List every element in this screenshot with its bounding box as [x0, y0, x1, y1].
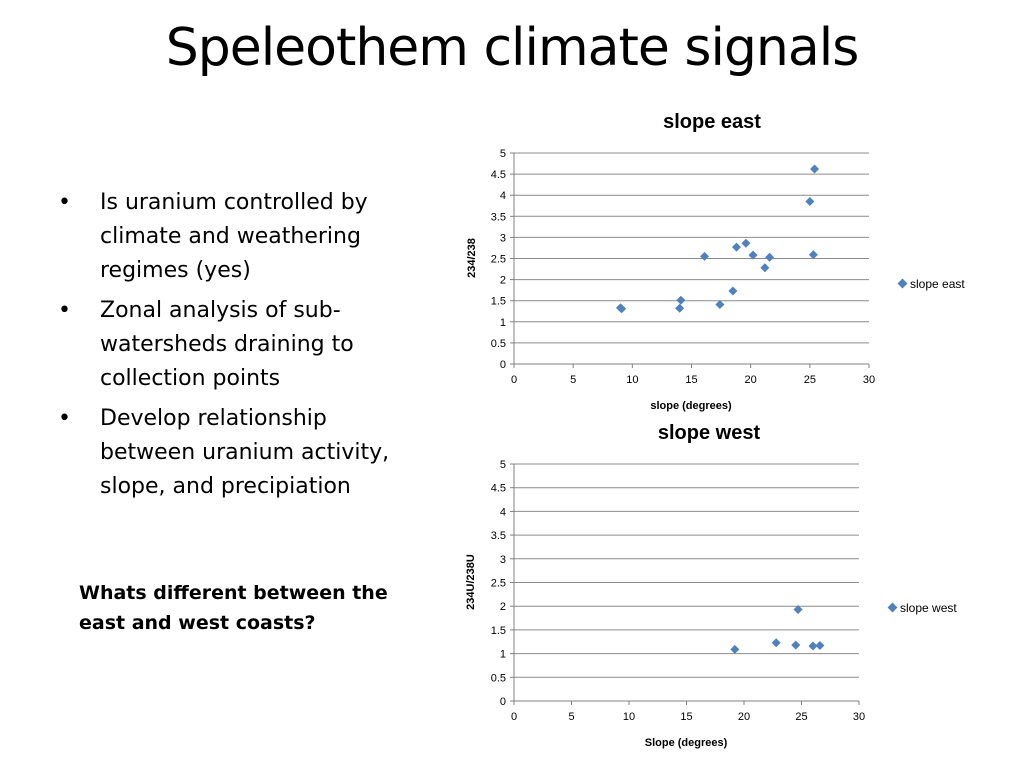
y-tick-label: 1 — [500, 317, 506, 329]
y-tick-label: 3 — [500, 232, 506, 244]
x-tick-label: 0 — [511, 711, 517, 723]
slide-title: Speleothem climate signals — [165, 18, 860, 78]
x-tick-label: 5 — [568, 711, 574, 723]
legend-label: slope east — [910, 277, 965, 291]
y-tick-label: 0.5 — [491, 338, 506, 350]
data-point — [731, 242, 741, 252]
data-point — [808, 641, 818, 651]
x-tick-label: 10 — [626, 374, 638, 386]
y-tick-label: 1.5 — [491, 296, 506, 308]
chart-title: slope east — [663, 111, 761, 133]
y-tick-label: 0 — [500, 359, 506, 371]
x-tick-label: 15 — [680, 711, 692, 723]
data-point — [805, 197, 815, 207]
data-point — [808, 250, 818, 260]
data-point — [728, 286, 738, 296]
y-tick-label: 3.5 — [491, 211, 506, 223]
y-tick-label: 5 — [500, 148, 506, 160]
chart-title: slope west — [658, 422, 761, 444]
y-tick-label: 2 — [500, 275, 506, 287]
data-point — [700, 251, 710, 261]
bullet-item: Develop relationship between uranium act… — [58, 402, 418, 504]
y-tick-label: 1.5 — [491, 625, 506, 637]
y-tick-label: 4.5 — [491, 169, 506, 181]
x-tick-label: 20 — [738, 711, 750, 723]
y-tick-label: 2.5 — [491, 254, 506, 266]
x-tick-label: 25 — [795, 711, 807, 723]
x-tick-label: 10 — [623, 711, 635, 723]
data-point — [715, 299, 725, 309]
y-tick-label: 0 — [500, 696, 506, 708]
x-tick-label: 5 — [570, 374, 576, 386]
x-tick-label: 0 — [511, 374, 517, 386]
data-point — [730, 644, 740, 654]
legend: slope east — [897, 277, 965, 291]
legend-marker — [887, 602, 898, 613]
data-point — [675, 303, 685, 313]
y-tick-label: 3 — [500, 554, 506, 566]
data-point — [815, 641, 825, 651]
question-text: Whats different between the east and wes… — [79, 582, 388, 634]
bullet-list: Is uranium controlled by climate and wea… — [58, 186, 418, 510]
x-axis-label: Slope (degrees) — [645, 737, 728, 749]
data-point — [760, 263, 770, 273]
data-point — [676, 295, 686, 305]
x-tick-label: 30 — [863, 374, 875, 386]
y-tick-label: 4.5 — [491, 483, 506, 495]
data-point — [765, 252, 775, 262]
y-tick-label: 1 — [500, 649, 506, 661]
y-tick-label: 2.5 — [491, 578, 506, 590]
y-tick-label: 4 — [500, 190, 506, 202]
x-tick-label: 30 — [853, 711, 865, 723]
x-axis-label: slope (degrees) — [650, 400, 732, 412]
data-point — [741, 238, 751, 248]
data-point — [810, 164, 820, 174]
legend-marker — [897, 278, 908, 289]
legend-label: slope west — [900, 601, 957, 615]
bullet-item: Is uranium controlled by climate and wea… — [58, 186, 418, 288]
data-point — [771, 638, 781, 648]
data-point — [793, 605, 803, 615]
x-tick-label: 20 — [745, 374, 757, 386]
data-point — [748, 250, 758, 260]
bullet-item: Zonal analysis of sub-watersheds drainin… — [58, 294, 418, 396]
x-tick-label: 15 — [685, 374, 697, 386]
data-point — [791, 640, 801, 650]
y-axis-label: 234/238 — [466, 238, 478, 278]
y-axis-label: 234U/238U — [465, 554, 477, 610]
y-tick-label: 5 — [500, 459, 506, 471]
y-tick-label: 0.5 — [491, 672, 506, 684]
y-tick-label: 3.5 — [491, 530, 506, 542]
y-tick-label: 2 — [500, 601, 506, 613]
x-tick-label: 25 — [804, 374, 816, 386]
data-point — [617, 304, 627, 314]
y-tick-label: 4 — [500, 506, 506, 518]
legend: slope west — [887, 601, 957, 615]
